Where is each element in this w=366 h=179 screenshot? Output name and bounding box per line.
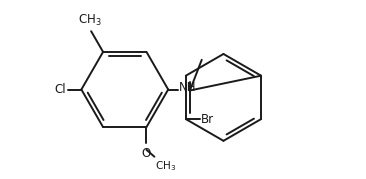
Text: Br: Br [201,113,214,126]
Text: CH$_3$: CH$_3$ [78,13,102,28]
Text: CH$_3$: CH$_3$ [156,160,176,173]
Text: O: O [142,147,151,160]
Text: Cl: Cl [54,83,66,96]
Text: NH: NH [179,81,197,94]
